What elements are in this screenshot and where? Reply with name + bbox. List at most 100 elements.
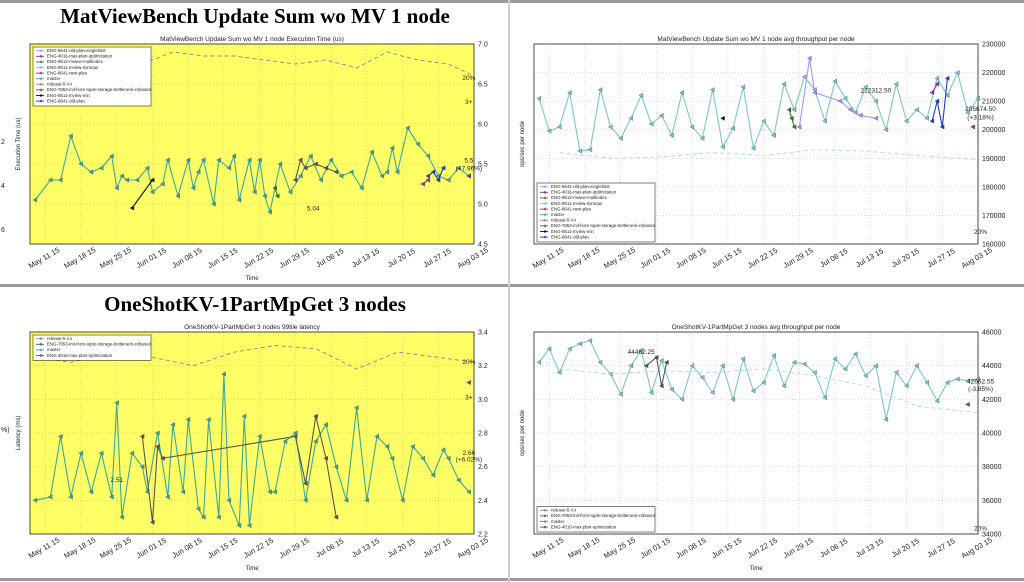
- legend-marker: [39, 93, 42, 98]
- data-point: [679, 396, 684, 402]
- data-point: [659, 383, 664, 389]
- data-point: [292, 433, 298, 439]
- annotation: 2.66: [463, 450, 476, 457]
- legend-marker: [543, 525, 546, 529]
- data-point: [139, 464, 145, 470]
- data-point: [440, 447, 446, 453]
- data-point: [231, 153, 237, 159]
- series-line: [427, 167, 444, 182]
- legend-entry: ENG-8511-mview-min: [47, 93, 90, 98]
- data-point: [160, 455, 165, 461]
- data-point: [216, 157, 221, 163]
- legend-entry: master: [551, 212, 565, 217]
- data-point: [628, 115, 633, 121]
- data-point: [400, 497, 405, 503]
- x-tick-label: Aug 03 15: [456, 535, 490, 560]
- data-point: [257, 433, 262, 439]
- data-point: [796, 124, 802, 130]
- legend-entry: ENG-4016-max-plan-optimization: [47, 54, 113, 59]
- data-point: [430, 472, 436, 478]
- data-point: [328, 157, 334, 163]
- cut-label: 6: [1, 227, 5, 234]
- legend-box: [32, 46, 152, 107]
- data-point: [114, 400, 119, 406]
- series: [466, 173, 471, 179]
- data-point: [333, 464, 339, 470]
- series-line: [34, 374, 470, 526]
- x-tick-label: Jun 15 15: [206, 536, 239, 560]
- series-line: [131, 179, 153, 209]
- data-point: [929, 90, 935, 96]
- series: [32, 371, 471, 529]
- data-point: [924, 115, 929, 121]
- series: [929, 81, 940, 96]
- section-divider-top: [0, 0, 1024, 3]
- data-point: [343, 497, 349, 503]
- y-tick-label: 6.5: [478, 82, 488, 89]
- y-axis-label: Execution Time (us): [16, 117, 22, 170]
- x-tick-label: Jun 15 15: [206, 246, 239, 270]
- data-point: [939, 124, 945, 130]
- legend-marker: [543, 201, 546, 206]
- plot-title: MatViewBench Update Sum wo MV 1 node avg…: [657, 36, 855, 43]
- legend-marker: [39, 49, 42, 53]
- y-tick-label: 34000: [982, 532, 1002, 539]
- data-point: [781, 383, 787, 389]
- x-tick-label: Aug 03 15: [960, 535, 994, 560]
- data-point: [720, 144, 725, 150]
- y-tick-label: 210000: [982, 99, 1005, 106]
- data-point: [664, 359, 669, 365]
- data-point: [308, 153, 313, 159]
- legend-box: [536, 182, 656, 243]
- data-point: [801, 361, 807, 367]
- y-tick-label: 46000: [982, 330, 1002, 337]
- data-point: [786, 107, 792, 113]
- data-point: [842, 95, 848, 101]
- data-point: [109, 494, 114, 500]
- data-point: [944, 380, 950, 385]
- annotation: (+7.96%): [456, 165, 483, 172]
- x-tick-label: May 25 15: [602, 245, 637, 270]
- x-tick-label: Jul 06 15: [314, 536, 345, 559]
- data-point: [965, 401, 970, 407]
- x-tick-label: May 25 15: [98, 245, 133, 270]
- legend-entry: ENG-8641-old-plan-singlelimit: [551, 184, 610, 189]
- annotation: 3+: [465, 99, 473, 106]
- data-point: [832, 78, 838, 84]
- data-point: [410, 444, 415, 449]
- data-point: [638, 92, 644, 98]
- data-point: [389, 145, 395, 151]
- data-point: [934, 75, 940, 81]
- y-tick-label: 3.2: [478, 363, 488, 370]
- annotation: 205674.50: [965, 106, 996, 113]
- data-point: [699, 374, 705, 380]
- data-point: [567, 90, 572, 96]
- series-line: [538, 339, 979, 420]
- data-point: [567, 346, 572, 352]
- data-point: [863, 373, 868, 379]
- data-point: [873, 98, 878, 104]
- series: [272, 185, 280, 199]
- y-tick-label: 40000: [982, 431, 1002, 438]
- legend-marker: [39, 65, 42, 70]
- series: [559, 149, 979, 161]
- data-point: [420, 181, 425, 187]
- legend-entry: master: [551, 519, 565, 524]
- x-tick-label: Jul 13 15: [854, 246, 885, 269]
- legend-marker: [543, 235, 546, 239]
- data-point: [597, 87, 603, 93]
- data-point: [129, 450, 135, 456]
- data-point: [842, 366, 848, 372]
- data-point: [929, 118, 935, 124]
- section-divider-bottom: [0, 578, 1024, 581]
- data-point: [699, 135, 705, 141]
- series-line: [34, 126, 470, 215]
- data-point: [618, 135, 623, 141]
- y-tick-label: 160000: [982, 242, 1005, 249]
- data-point: [185, 417, 191, 422]
- x-tick-label: Jul 13 15: [350, 246, 381, 269]
- cut-label: %): [1, 427, 10, 434]
- y-tick-label: 2.6: [478, 464, 488, 471]
- x-tick-label: Jun 22 15: [242, 536, 275, 560]
- data-point: [740, 356, 746, 362]
